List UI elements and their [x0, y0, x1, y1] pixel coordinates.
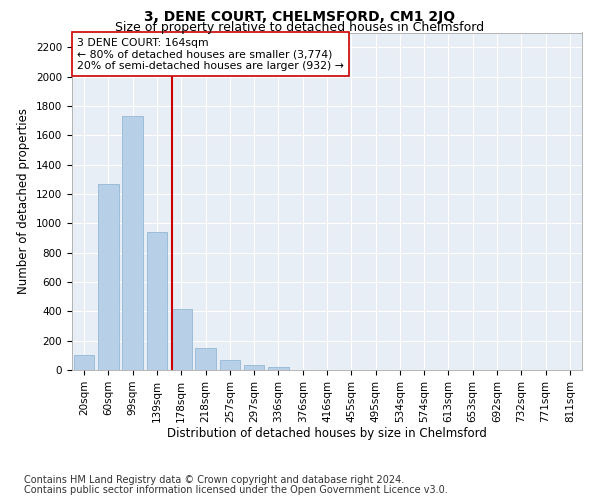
- Text: 3, DENE COURT, CHELMSFORD, CM1 2JQ: 3, DENE COURT, CHELMSFORD, CM1 2JQ: [145, 10, 455, 24]
- Bar: [74, 354, 94, 370]
- Bar: [244, 365, 265, 370]
- Bar: [220, 360, 240, 370]
- Bar: [98, 184, 119, 370]
- Text: Contains HM Land Registry data © Crown copyright and database right 2024.: Contains HM Land Registry data © Crown c…: [24, 475, 404, 485]
- X-axis label: Distribution of detached houses by size in Chelmsford: Distribution of detached houses by size …: [167, 428, 487, 440]
- Text: Size of property relative to detached houses in Chelmsford: Size of property relative to detached ho…: [115, 21, 485, 34]
- Text: 3 DENE COURT: 164sqm
← 80% of detached houses are smaller (3,774)
20% of semi-de: 3 DENE COURT: 164sqm ← 80% of detached h…: [77, 38, 344, 71]
- Bar: [171, 309, 191, 370]
- Bar: [122, 116, 143, 370]
- Bar: [195, 348, 216, 370]
- Bar: [268, 367, 289, 370]
- Y-axis label: Number of detached properties: Number of detached properties: [17, 108, 31, 294]
- Text: Contains public sector information licensed under the Open Government Licence v3: Contains public sector information licen…: [24, 485, 448, 495]
- Bar: [146, 232, 167, 370]
